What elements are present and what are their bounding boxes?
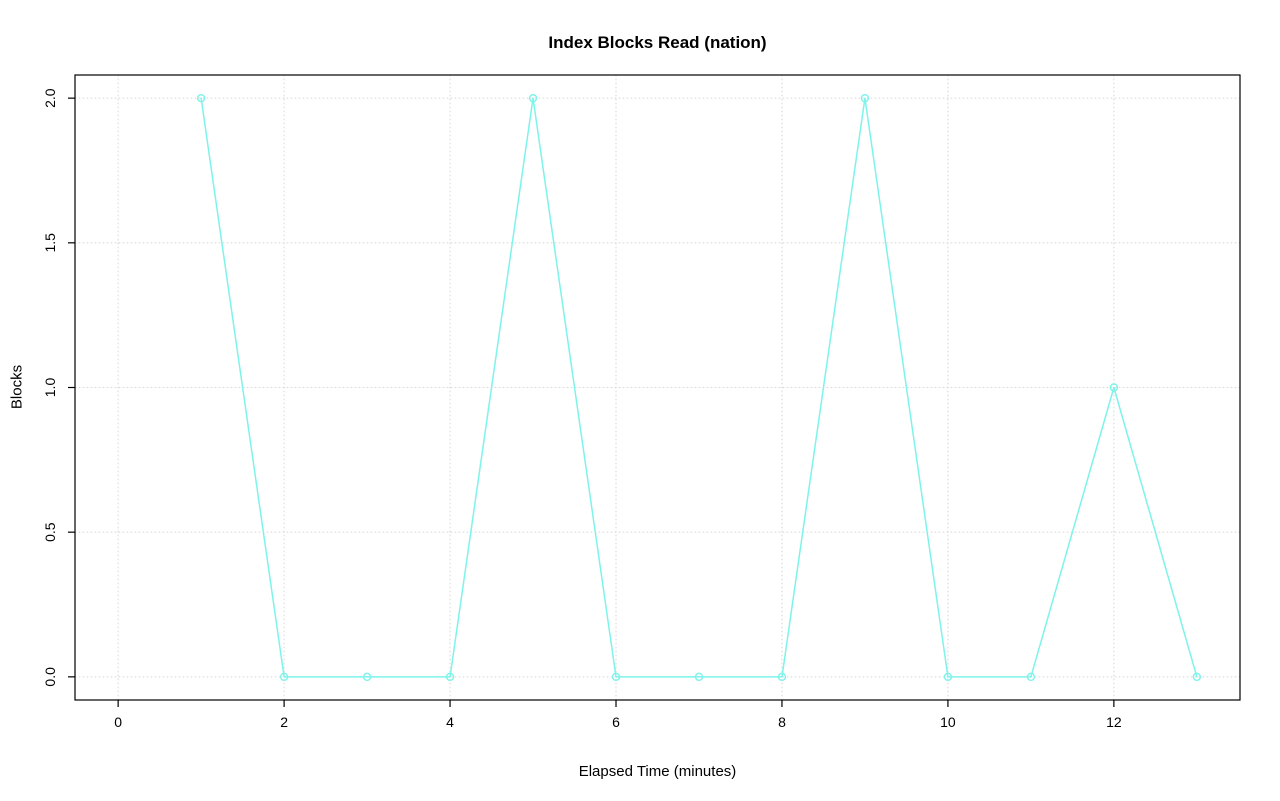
x-tick-label: 0 [114, 714, 122, 730]
data-point [528, 93, 538, 103]
data-point [777, 672, 787, 682]
chart-title: Index Blocks Read (nation) [548, 33, 767, 52]
x-tick-label: 8 [778, 714, 786, 730]
data-point [611, 672, 621, 682]
data-point [279, 672, 289, 682]
y-tick-label: 1.0 [42, 378, 58, 398]
x-tick-label: 2 [280, 714, 288, 730]
data-point [196, 93, 206, 103]
y-axis-label: Blocks [8, 364, 26, 410]
y-tick-label: 0.0 [42, 667, 58, 687]
data-point [1192, 672, 1202, 682]
y-tick-label: 2.0 [42, 88, 58, 108]
data-point [860, 93, 870, 103]
data-point [943, 672, 953, 682]
x-tick-label: 4 [446, 714, 454, 730]
plot-border [74, 74, 1241, 701]
x-axis-label: Elapsed Time (minutes) [578, 763, 737, 780]
data-point [445, 672, 455, 682]
x-tick-label: 12 [1106, 714, 1122, 730]
data-point [1109, 383, 1119, 392]
y-tick-label: 0.5 [42, 522, 58, 542]
data-line [200, 97, 1198, 678]
data-point [362, 672, 372, 682]
x-tick-label: 10 [940, 714, 956, 730]
x-tick-label: 6 [612, 714, 620, 730]
y-tick-label: 1.5 [42, 233, 58, 253]
data-point [694, 672, 704, 682]
data-point [1026, 672, 1036, 682]
